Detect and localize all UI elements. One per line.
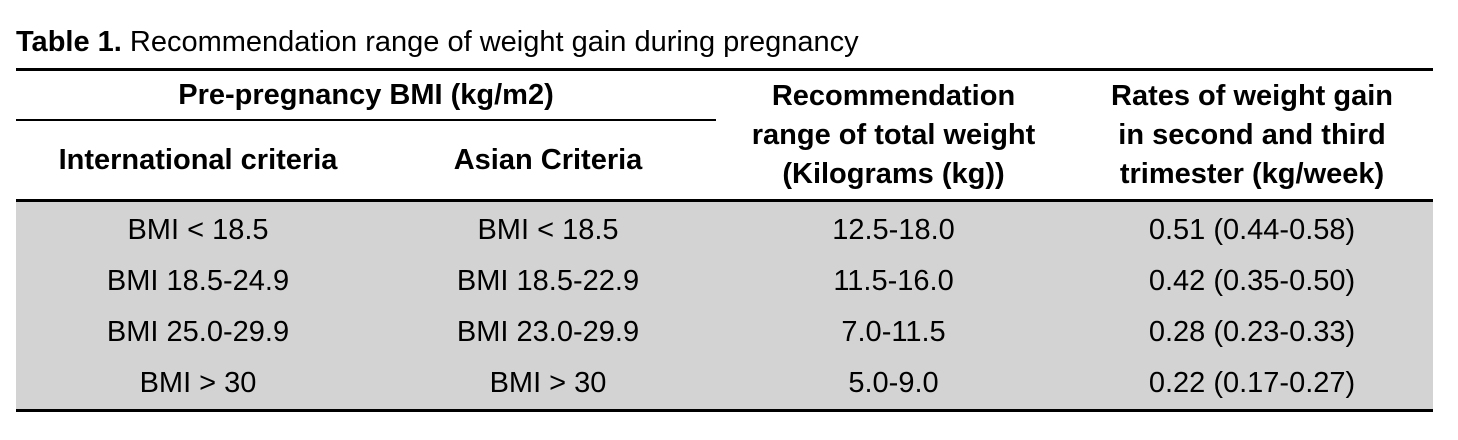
table-row: BMI < 18.5 BMI < 18.5 12.5-18.0 0.51 (0.… xyxy=(16,200,1434,256)
header-recommendation-line: Recommendation xyxy=(771,79,1016,112)
cell-asian: BMI 23.0-29.9 xyxy=(380,307,717,358)
header-rates-line: in second and third xyxy=(1118,118,1386,151)
cell-international: BMI < 18.5 xyxy=(16,200,380,256)
header-international-criteria: International criteria xyxy=(16,120,380,202)
table-row: BMI 18.5-24.9 BMI 18.5-22.9 11.5-16.0 0.… xyxy=(16,256,1434,307)
cell-total-weight: 5.0-9.0 xyxy=(716,358,1072,412)
cell-asian: BMI < 18.5 xyxy=(380,200,717,256)
table-body: BMI < 18.5 BMI < 18.5 12.5-18.0 0.51 (0.… xyxy=(16,200,1434,412)
table-caption-label: Table 1. xyxy=(16,26,122,58)
table-row: BMI 25.0-29.9 BMI 23.0-29.9 7.0-11.5 0.2… xyxy=(16,307,1434,358)
cell-rate: 0.22 (0.17-0.27) xyxy=(1071,358,1434,412)
header-recommendation-range: Recommendation range of total weight (Ki… xyxy=(716,68,1072,202)
cell-total-weight: 12.5-18.0 xyxy=(716,200,1072,256)
header-bmi-group: Pre-pregnancy BMI (kg/m2) xyxy=(16,68,717,121)
cell-international: BMI 25.0-29.9 xyxy=(16,307,380,358)
header-recommendation-line: range of total weight xyxy=(751,118,1036,151)
header-weight-gain-rates: Rates of weight gain in second and third… xyxy=(1071,68,1434,202)
table-header: Pre-pregnancy BMI (kg/m2) Recommendation… xyxy=(16,68,1434,202)
cell-total-weight: 11.5-16.0 xyxy=(716,256,1072,307)
cell-international: BMI 18.5-24.9 xyxy=(16,256,380,307)
header-rates-line: Rates of weight gain xyxy=(1111,79,1393,112)
table-row: BMI > 30 BMI > 30 5.0-9.0 0.22 (0.17-0.2… xyxy=(16,358,1434,412)
header-rates-line: trimester (kg/week) xyxy=(1119,157,1385,190)
cell-rate: 0.42 (0.35-0.50) xyxy=(1071,256,1434,307)
header-recommendation-line: (Kilograms (kg)) xyxy=(782,157,1005,190)
cell-total-weight: 7.0-11.5 xyxy=(716,307,1072,358)
cell-asian: BMI > 30 xyxy=(380,358,717,412)
cell-international: BMI > 30 xyxy=(16,358,380,412)
cell-asian: BMI 18.5-22.9 xyxy=(380,256,717,307)
header-asian-criteria: Asian Criteria xyxy=(380,120,717,202)
cell-rate: 0.28 (0.23-0.33) xyxy=(1071,307,1434,358)
weight-gain-table: Pre-pregnancy BMI (kg/m2) Recommendation… xyxy=(16,68,1434,412)
cell-rate: 0.51 (0.44-0.58) xyxy=(1071,200,1434,256)
table-caption: Table 1. Recommendation range of weight … xyxy=(16,24,859,60)
table-caption-text: Recommendation range of weight gain duri… xyxy=(121,26,859,58)
